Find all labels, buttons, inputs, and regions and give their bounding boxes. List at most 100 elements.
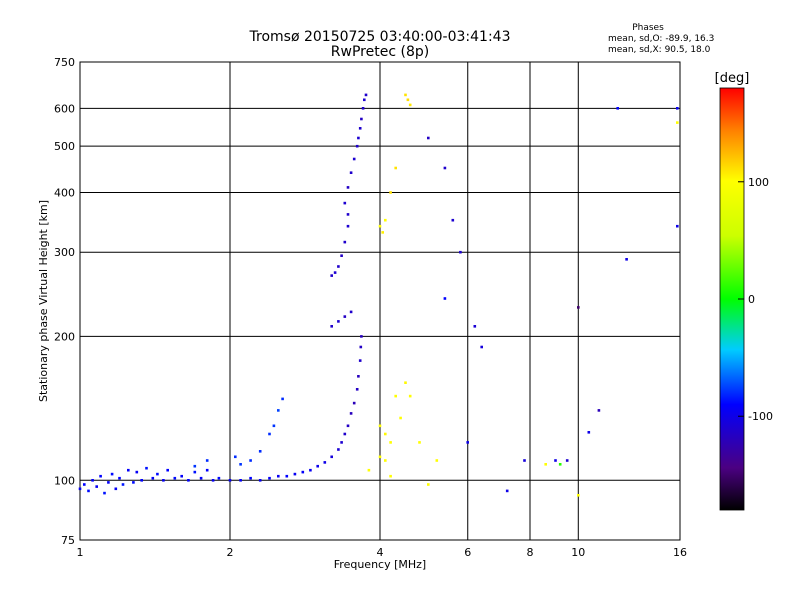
data-point <box>199 476 203 480</box>
data-point <box>544 463 547 466</box>
data-point <box>99 474 102 478</box>
x-tick-label: 2 <box>227 546 234 559</box>
data-point <box>384 218 387 222</box>
data-point <box>408 394 412 398</box>
y-tick-label: 400 <box>54 186 75 199</box>
data-point <box>394 166 397 170</box>
data-point <box>91 479 94 482</box>
data-point <box>389 191 392 194</box>
data-point <box>103 491 106 495</box>
data-point <box>389 441 392 444</box>
data-point <box>346 213 350 216</box>
data-point <box>443 166 447 170</box>
data-point <box>676 121 679 124</box>
data-point <box>277 409 280 412</box>
data-point <box>95 485 98 488</box>
data-point <box>340 254 343 257</box>
data-point <box>676 107 679 110</box>
data-point <box>110 472 114 476</box>
data-point <box>597 409 601 412</box>
data-point <box>333 271 337 274</box>
y-tick-label: 500 <box>54 140 75 153</box>
data-point <box>343 432 347 436</box>
data-point <box>676 224 679 228</box>
data-point <box>337 448 340 451</box>
tick-layer: 1 2 4 6 8 10 16 75 100 200 300 400 500 600 750 <box>54 56 687 559</box>
data-point <box>357 375 360 378</box>
data-point <box>78 487 82 491</box>
data-point <box>330 325 333 328</box>
x-tick-label: 1 <box>77 546 84 559</box>
data-point <box>258 450 262 453</box>
data-point <box>277 474 280 478</box>
data-point <box>384 459 387 462</box>
data-point <box>234 455 237 459</box>
data-point <box>140 479 143 482</box>
data-point <box>83 483 86 486</box>
data-point <box>132 481 135 484</box>
stats-line1: mean, sd,O: -89.9, 16.3 <box>608 34 714 44</box>
data-point <box>577 306 580 309</box>
data-point <box>523 459 526 462</box>
data-point <box>258 479 262 482</box>
data-point <box>361 107 365 110</box>
data-point <box>349 412 353 415</box>
data-point <box>443 297 447 300</box>
data-point <box>352 157 356 161</box>
data-point <box>352 401 356 405</box>
data-point <box>173 476 177 480</box>
data-point <box>381 231 384 234</box>
y-tick-label: 300 <box>54 246 75 259</box>
data-point <box>427 136 430 140</box>
data-point <box>239 463 242 466</box>
data-point <box>577 494 580 497</box>
data-point <box>343 240 347 244</box>
data-point <box>337 320 340 323</box>
data-point <box>418 441 421 444</box>
data-point <box>135 470 139 474</box>
data-point <box>162 479 165 482</box>
data-point <box>268 476 271 480</box>
data-point <box>355 388 359 391</box>
data-point <box>616 107 619 110</box>
data-point <box>408 103 412 107</box>
data-point <box>121 483 125 486</box>
data-point <box>293 472 297 476</box>
data-point <box>389 474 392 478</box>
stats-line2: mean, sd,X: 90.5, 18.0 <box>608 45 711 55</box>
data-point <box>346 224 350 228</box>
data-point <box>301 470 305 474</box>
data-point <box>268 432 271 436</box>
data-point <box>330 455 333 459</box>
y-tick-label: 600 <box>54 102 75 115</box>
data-point <box>281 397 284 401</box>
data-point <box>346 424 350 428</box>
data-point <box>193 464 197 468</box>
data-point <box>249 476 252 480</box>
data-point <box>473 325 477 328</box>
data-point <box>343 315 347 318</box>
data-point <box>316 464 319 468</box>
data-point <box>378 424 382 428</box>
data-point <box>349 310 353 314</box>
data-point <box>180 474 183 478</box>
y-tick-label: 750 <box>54 56 75 69</box>
x-axis-label: Frequency [MHz] <box>334 558 426 571</box>
data-point <box>394 394 397 398</box>
data-point <box>205 459 209 462</box>
data-point <box>505 489 509 493</box>
data-point <box>228 479 232 482</box>
data-point <box>406 98 410 102</box>
data-point <box>211 479 215 482</box>
data-point <box>625 258 628 261</box>
data-point <box>193 470 197 474</box>
data-point <box>107 481 110 484</box>
data-point <box>217 476 221 480</box>
data-point <box>360 117 363 121</box>
grid-layer <box>80 62 680 540</box>
data-point <box>355 144 359 148</box>
data-point <box>404 381 407 384</box>
data-point <box>358 359 362 362</box>
data-point <box>378 455 382 459</box>
